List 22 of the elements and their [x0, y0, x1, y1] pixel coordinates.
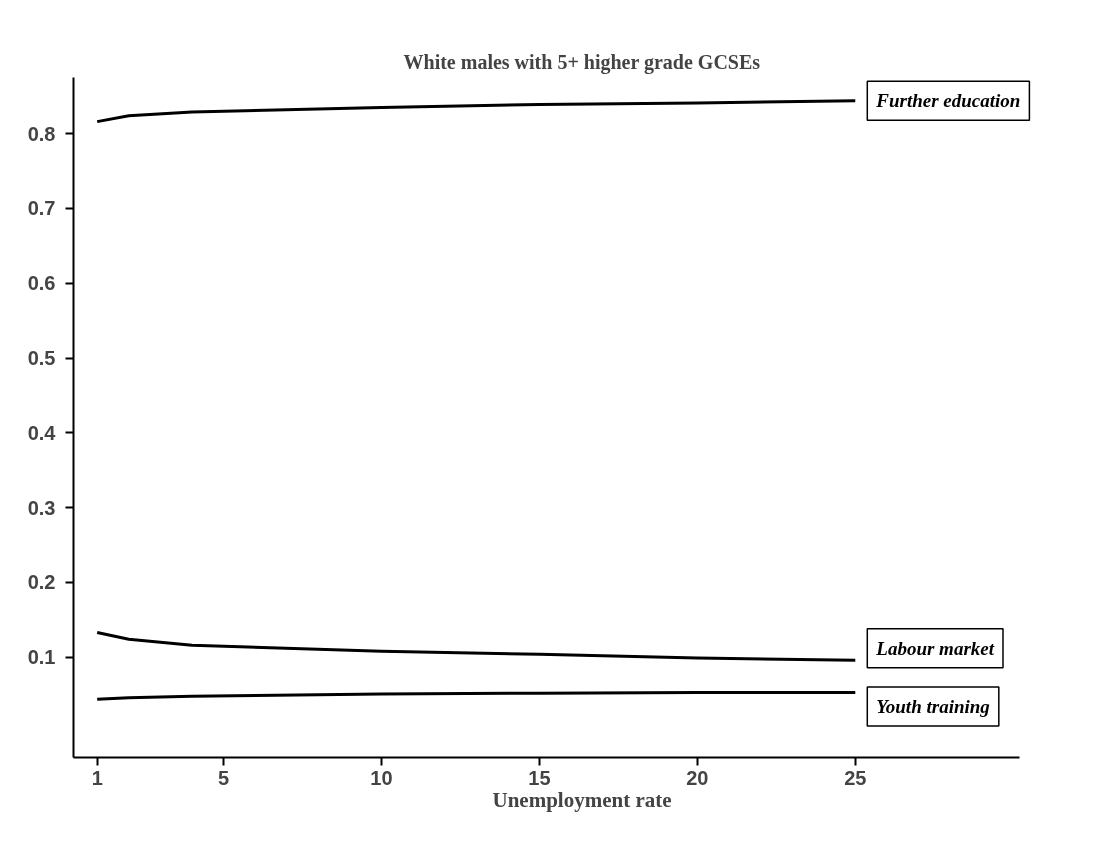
line-series: [95, 631, 857, 662]
x-tick-label: 15: [528, 766, 551, 789]
series-label: Youth training: [876, 695, 990, 717]
x-tick-label: 5: [217, 766, 230, 789]
y-tick-label: 0.8: [27, 122, 56, 145]
y-tick-label: 0.2: [27, 571, 56, 594]
y-tick-label: 0.6: [27, 272, 56, 295]
x-tick-label: 10: [370, 766, 393, 789]
y-tick-label: 0.7: [27, 197, 56, 220]
line-series: [95, 99, 857, 124]
y-tick-label: 0.3: [27, 496, 56, 519]
y-tick-label: 0.5: [27, 347, 56, 370]
x-tick-label: 1: [91, 766, 103, 789]
series-label: Further education: [875, 90, 1021, 112]
y-tick-label: 0.4: [27, 421, 57, 444]
series-label: Labour market: [875, 637, 995, 659]
chart-title: White males with 5+ higher grade GCSEs: [403, 50, 761, 74]
x-axis-title: Unemployment rate: [492, 787, 672, 812]
line-series: [95, 690, 857, 701]
x-tick-label: 25: [844, 766, 867, 789]
y-tick-label: 0.1: [27, 646, 56, 669]
x-tick-label: 20: [686, 766, 709, 789]
